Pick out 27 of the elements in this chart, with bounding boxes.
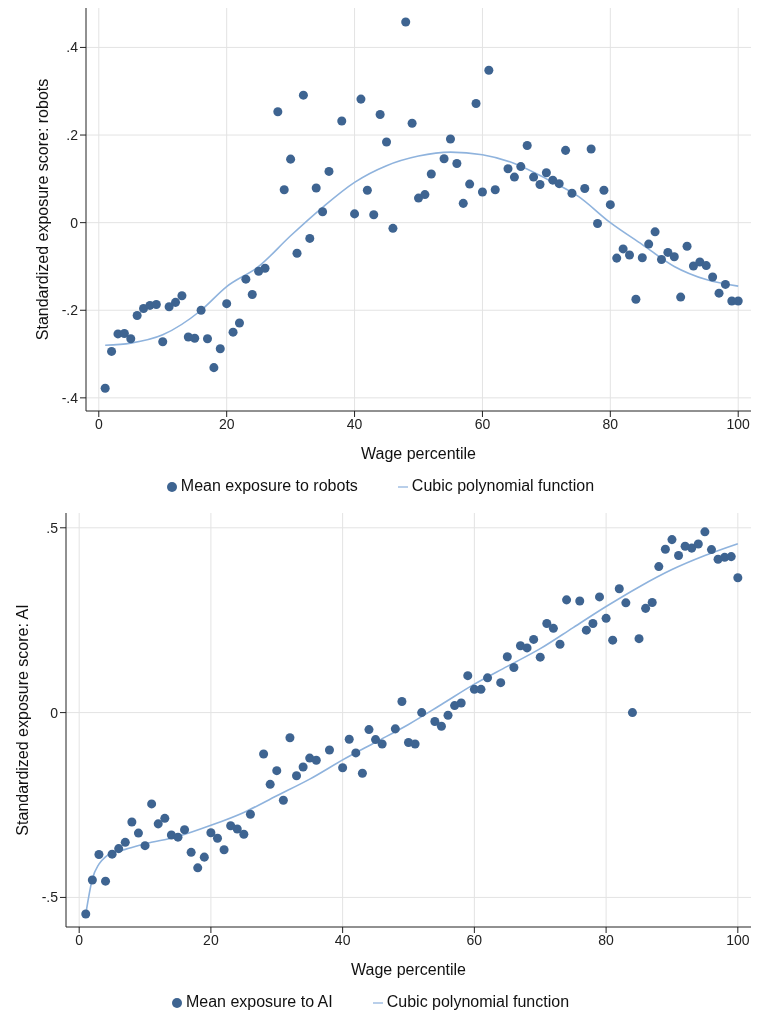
y-tick-label: 0 (70, 214, 79, 231)
legend-label: Cubic polynomial function (386, 993, 570, 1010)
legend-label: Cubic polynomial function (411, 477, 595, 494)
y-tick-label: -.2 (61, 302, 79, 319)
y-tick-label: .5 (46, 519, 59, 536)
x-tick-label: 40 (346, 415, 363, 432)
x-tick-label: 80 (602, 415, 619, 432)
x-axis-title: Wage percentile (360, 445, 477, 462)
legend-label: Mean exposure to AI (185, 993, 333, 1010)
x-tick-label: 0 (94, 415, 103, 432)
x-tick-label: 60 (474, 415, 491, 432)
x-tick-label: 20 (203, 931, 219, 948)
x-tick-label: 20 (218, 415, 235, 432)
x-tick-label: 100 (726, 415, 751, 432)
x-tick-label: 100 (726, 931, 750, 948)
legend-label: Mean exposure to robots (180, 477, 358, 494)
y-tick-label: .2 (66, 127, 79, 143)
y-axis-title: Standardized exposure score: AI (13, 604, 31, 836)
y-tick-label: -.4 (61, 389, 79, 406)
y-axis-title: Standardized exposure score: robots (33, 78, 51, 341)
y-tick-label: .4 (66, 39, 79, 56)
x-tick-label: 80 (598, 931, 615, 948)
y-tick-label: 0 (50, 704, 59, 721)
y-tick-label: -.5 (41, 889, 59, 906)
x-tick-label: 60 (466, 931, 483, 948)
x-tick-label: 40 (334, 931, 351, 948)
x-axis-title: Wage percentile (350, 961, 467, 978)
